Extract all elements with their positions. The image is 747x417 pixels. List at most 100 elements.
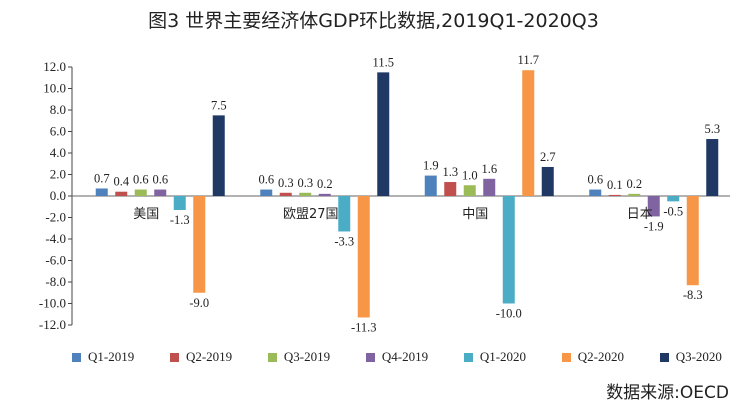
data-label: 2.7 [540, 150, 556, 164]
bar [193, 196, 206, 293]
legend-swatch [659, 352, 669, 362]
bar [279, 192, 292, 196]
data-label: 1.9 [423, 159, 439, 173]
bar [541, 166, 554, 196]
legend-swatch [365, 352, 375, 362]
bar [115, 191, 128, 196]
data-label: -11.3 [351, 320, 377, 334]
bar [338, 196, 351, 232]
data-label: 5.3 [704, 122, 720, 136]
chart-title: 图3 世界主要经济体GDP环比数据,2019Q1-2020Q3 [148, 10, 599, 32]
y-tick-label: -12.0 [39, 317, 66, 332]
legend-label: Q4-2019 [381, 349, 429, 364]
data-label: -1.3 [170, 213, 190, 227]
bar [154, 189, 167, 196]
bar [318, 193, 331, 196]
data-label: 7.5 [211, 98, 227, 112]
y-axis: 12.0 10.0 8.0 6.0 4.0 2.0 0.0 -2.0 -4.0 -6.0 -8.0 -… [39, 59, 730, 332]
bar [95, 188, 108, 196]
legend-label: Q1-2019 [88, 349, 135, 364]
legend-swatch [267, 352, 277, 362]
category-label: 中国 [462, 207, 488, 222]
legend-swatch [72, 352, 81, 362]
data-label: 0.6 [258, 173, 274, 187]
y-tick-label: 2.0 [50, 167, 66, 182]
y-tick-label: -8.0 [45, 274, 66, 289]
data-label: -9.0 [189, 296, 209, 310]
data-label: -8.3 [683, 288, 703, 302]
bar-series-group [95, 70, 719, 318]
data-label: 0.3 [278, 176, 294, 190]
bar [134, 189, 147, 196]
bar [260, 189, 273, 196]
data-labels-group: 0.7 0.4 0.6 0.6-1.3-9.07.50.6 0.3 0.3 0.2-3.3-… [94, 53, 720, 334]
legend-label: Q2-2020 [577, 349, 624, 364]
bar [608, 194, 621, 196]
y-tick-label: 4.0 [50, 145, 66, 160]
data-label: 0.4 [113, 175, 129, 189]
bar [173, 196, 186, 210]
bar [502, 196, 515, 304]
data-label: -10.0 [496, 307, 522, 321]
bar [706, 139, 719, 196]
data-label: 11.5 [373, 55, 394, 69]
y-tick-label: 12.0 [43, 59, 66, 74]
y-tick-label: 8.0 [50, 102, 66, 117]
data-label: 11.7 [518, 53, 539, 67]
data-label: -3.3 [334, 234, 354, 248]
legend-label: Q3-2019 [283, 349, 331, 364]
bar [522, 70, 535, 196]
legend-item: Q4-2019 [365, 349, 429, 365]
legend-item: Q1-2020 [463, 349, 527, 365]
legend-swatch [463, 352, 473, 362]
legend-swatch [561, 352, 571, 362]
legend-label: Q2-2019 [185, 349, 233, 364]
y-tick-label: 6.0 [50, 124, 66, 139]
legend-label: Q1-2020 [479, 349, 527, 364]
bar [377, 72, 390, 196]
data-label: 0.6 [587, 173, 603, 187]
data-label: 0.6 [133, 173, 149, 187]
category-label: 美国 [133, 207, 159, 222]
data-label: 0.7 [94, 171, 110, 185]
category-label: 欧盟27国 [283, 207, 339, 222]
bar [444, 182, 457, 196]
bar [589, 189, 602, 196]
data-label: 1.6 [481, 162, 497, 176]
legend-item: Q3-2020 [659, 349, 722, 365]
bar-chart: 12.0 10.0 8.0 6.0 4.0 2.0 0.0 -2.0 -4.0 -6.0 -8.0 -… [39, 53, 730, 334]
data-label: 1.0 [462, 168, 478, 182]
category-labels-group: 美国 欧盟27国 中国 日本 [133, 207, 653, 222]
data-label: 1.3 [442, 165, 458, 179]
y-tick-label: -6.0 [45, 253, 66, 268]
y-tick-label: 10.0 [43, 81, 66, 96]
bar [424, 175, 437, 196]
bar [212, 115, 225, 196]
data-label: 0.6 [152, 173, 168, 187]
legend-item: Q3-2019 [267, 349, 331, 365]
y-tick-label: 0.0 [50, 188, 66, 203]
y-tick-label: -2.0 [45, 210, 66, 225]
data-label: 0.1 [607, 178, 623, 192]
legend-item: Q2-2020 [561, 349, 624, 365]
legend-label: Q3-2020 [675, 349, 722, 364]
data-label: 0.2 [626, 177, 642, 191]
bar [628, 193, 641, 196]
legend-item: Q1-2019 [72, 349, 134, 365]
bar [463, 185, 476, 196]
data-label: -0.5 [663, 204, 683, 218]
bar [667, 196, 680, 202]
source-note: 数据来源:OECD [606, 383, 729, 403]
bar [299, 192, 312, 196]
data-label: 0.3 [297, 176, 313, 190]
bar [357, 196, 370, 318]
data-label: 0.2 [317, 177, 333, 191]
bar [686, 196, 699, 286]
bar [483, 178, 496, 196]
legend: Q1-2019 Q2-2019 Q3-2019 Q4-2019 Q1-2020 Q2-20… [72, 349, 722, 365]
category-label: 日本 [627, 207, 653, 222]
bar [647, 196, 660, 217]
data-label: -1.9 [644, 219, 664, 233]
y-tick-label: -10.0 [39, 296, 66, 311]
y-tick-label: -4.0 [45, 231, 66, 246]
